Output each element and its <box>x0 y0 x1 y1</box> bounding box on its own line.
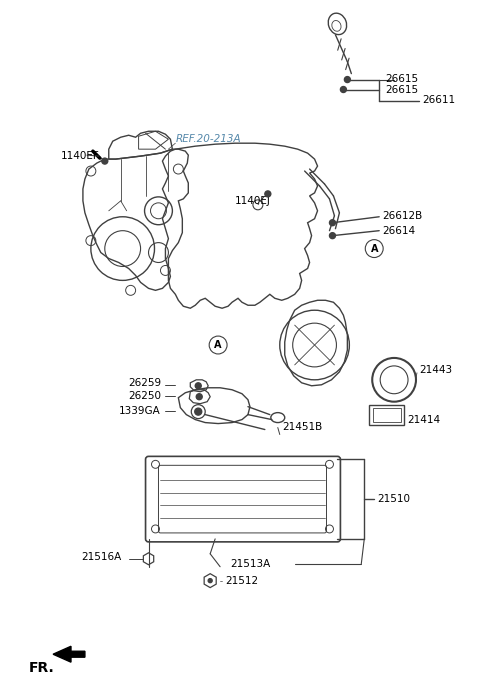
Text: A: A <box>371 244 378 253</box>
Text: 21516A: 21516A <box>81 552 121 562</box>
Text: 26259: 26259 <box>129 378 162 388</box>
Text: 21512: 21512 <box>225 576 258 585</box>
Text: 26611: 26611 <box>422 95 455 105</box>
Circle shape <box>196 394 202 400</box>
Circle shape <box>102 158 108 164</box>
Text: 26250: 26250 <box>129 390 162 401</box>
Polygon shape <box>53 647 85 662</box>
Text: 21414: 21414 <box>407 415 440 425</box>
Text: FR.: FR. <box>29 661 55 675</box>
Text: REF.20-213A: REF.20-213A <box>175 134 241 144</box>
Text: 26612B: 26612B <box>382 211 422 221</box>
Text: 21510: 21510 <box>377 494 410 504</box>
Text: 1140EJ: 1140EJ <box>235 196 271 206</box>
Circle shape <box>195 383 201 389</box>
Circle shape <box>329 220 336 226</box>
Text: A: A <box>215 340 222 350</box>
Text: 1140EF: 1140EF <box>61 151 100 161</box>
Text: 26614: 26614 <box>382 226 415 236</box>
Text: 1339GA: 1339GA <box>119 406 160 416</box>
Text: 26615: 26615 <box>385 84 418 95</box>
Circle shape <box>195 408 202 415</box>
Circle shape <box>344 77 350 83</box>
Circle shape <box>329 232 336 239</box>
Circle shape <box>208 578 212 583</box>
Circle shape <box>340 86 347 93</box>
Text: 21443: 21443 <box>419 365 452 375</box>
Text: 21451B: 21451B <box>282 422 322 432</box>
Text: 26615: 26615 <box>385 74 418 84</box>
Circle shape <box>265 191 271 197</box>
Text: 21513A: 21513A <box>230 559 270 569</box>
